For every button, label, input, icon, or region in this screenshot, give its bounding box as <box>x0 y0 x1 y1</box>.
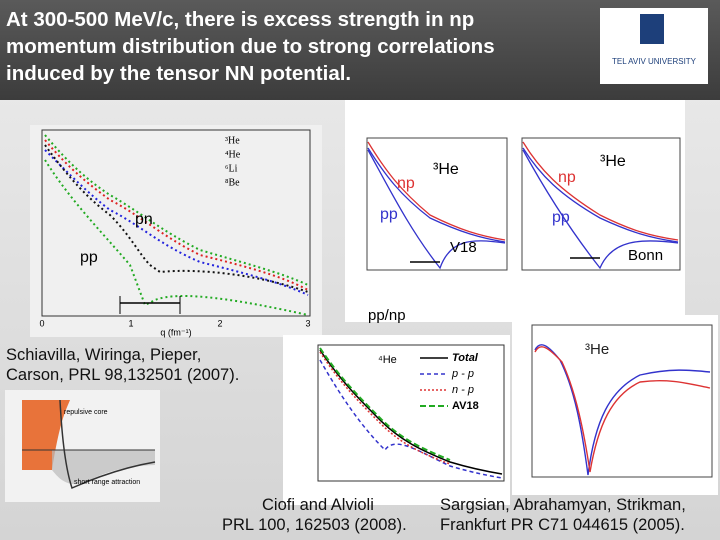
legend-entry: ⁴He <box>225 149 241 160</box>
curve <box>44 144 309 293</box>
citation: PRL 100, 162503 (2008). <box>222 516 407 534</box>
x-tick-label: 3 <box>305 318 310 328</box>
plot-axes <box>531 324 713 478</box>
x-axis-label: q (fm⁻¹) <box>160 327 191 337</box>
x-tick-label: 0 <box>39 318 44 328</box>
legend-entry: n - p <box>452 384 474 396</box>
curve <box>522 149 679 270</box>
curve <box>319 347 451 461</box>
annotation: ⁴He <box>378 354 397 366</box>
annotation: ³He <box>433 161 459 178</box>
annotation: ³He <box>600 153 626 170</box>
sketch-label: repulsive core <box>64 409 108 416</box>
title-line: At 300-500 MeV/c, there is excess streng… <box>6 8 475 31</box>
annotation: ³He <box>585 341 609 358</box>
legend-entry: ³He <box>225 135 240 146</box>
citation: Schiavilla, Wiringa, Pieper, <box>6 346 202 364</box>
caption: pp/np <box>368 307 406 324</box>
plot-frame <box>283 335 510 505</box>
legend-entry: Total <box>452 352 479 364</box>
curve <box>319 351 451 465</box>
annotation: pp <box>380 206 398 223</box>
plot-axes <box>41 129 311 317</box>
plot-frame <box>512 315 718 495</box>
plot-axes <box>366 137 508 271</box>
curve <box>319 349 503 475</box>
x-tick-label: 1 <box>128 318 133 328</box>
x-tick-label: 2 <box>217 318 222 328</box>
legend-entry: ⁸Be <box>225 177 240 188</box>
attractive-region <box>52 450 155 485</box>
plot-axes <box>521 137 681 271</box>
citation: Frankfurt PR C71 044615 (2005). <box>440 516 685 534</box>
curve <box>367 147 506 243</box>
annotation: pp <box>552 209 570 226</box>
curve <box>367 141 506 241</box>
annotation: Bonn <box>628 247 663 264</box>
logo-text: TEL AVIV UNIVERSITY <box>612 57 697 66</box>
annotation: V18 <box>450 239 477 256</box>
citation: Sargsian, Abrahamyan, Strikman, <box>440 496 686 514</box>
curve <box>44 149 309 296</box>
repulsive-region <box>22 400 70 470</box>
legend-entry: AV18 <box>452 400 479 412</box>
annotation: pp <box>80 249 98 266</box>
title-line: induced by the tensor NN potential. <box>6 62 352 85</box>
curve <box>534 346 711 473</box>
curve <box>522 147 679 243</box>
annotation: pn <box>135 211 153 228</box>
citation: Ciofi and Alvioli <box>262 496 374 514</box>
sketch-label: short range attraction <box>74 479 140 486</box>
curve <box>44 139 309 291</box>
curve <box>44 159 309 316</box>
annotation: np <box>397 175 415 192</box>
plot-frame <box>30 125 322 337</box>
logo-emblem <box>640 14 664 44</box>
legend-entry: p - p <box>451 368 474 380</box>
curve <box>522 141 679 241</box>
curve <box>319 359 503 479</box>
annotation: np <box>558 169 576 186</box>
plot-axes <box>317 344 505 482</box>
citation: Carson, PRL 98,132501 (2007). <box>6 366 240 384</box>
title-line: momentum distribution due to strong corr… <box>6 35 495 58</box>
legend-entry: ⁶Li <box>225 163 238 174</box>
curve <box>44 134 309 286</box>
curve <box>367 149 506 270</box>
potential-curve <box>59 399 156 490</box>
